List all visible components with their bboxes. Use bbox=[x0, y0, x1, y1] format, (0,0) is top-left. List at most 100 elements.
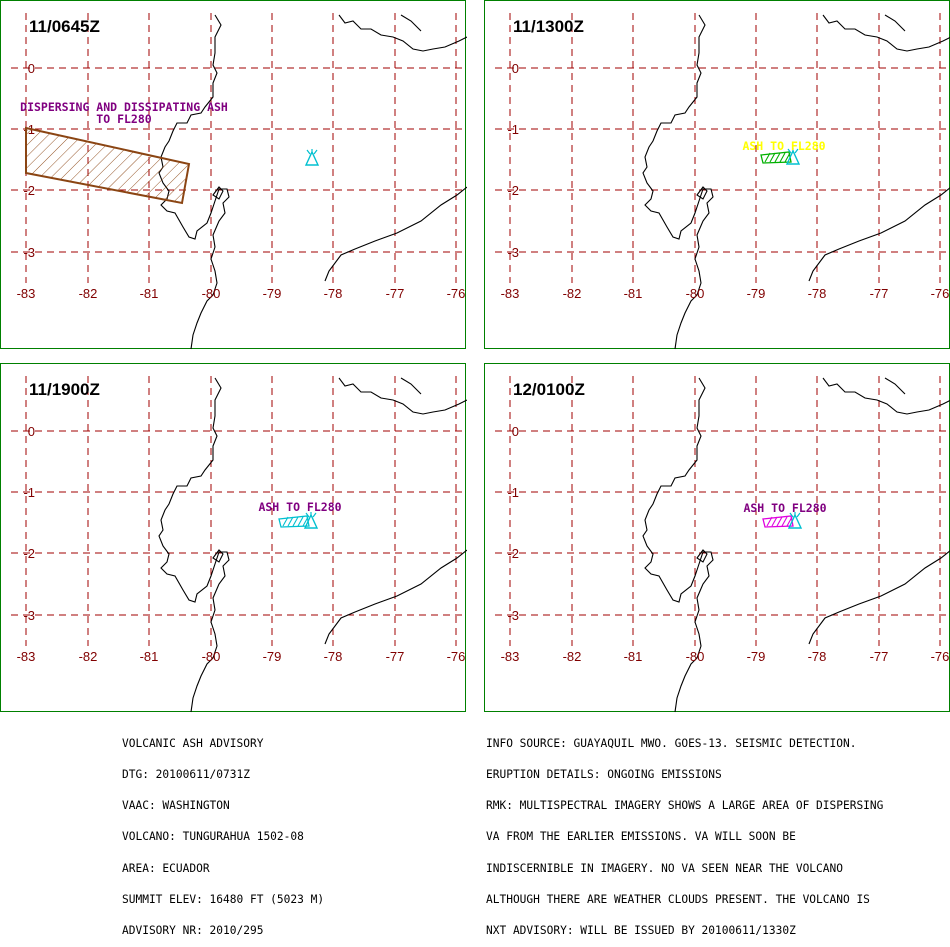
ash-hatch-line bbox=[764, 152, 771, 163]
advisory-left-line: ADVISORY NR: 2010/295 bbox=[122, 924, 264, 938]
lat-label: -3 bbox=[507, 608, 519, 623]
lat-lon-grid bbox=[495, 13, 950, 283]
lon-label: -77 bbox=[870, 649, 889, 664]
volcano-plume-icon bbox=[305, 512, 317, 518]
panel-time-label: 12/0100Z bbox=[513, 380, 585, 399]
lon-label: -82 bbox=[563, 286, 582, 301]
volcano-plume-icon bbox=[787, 148, 799, 154]
ash-annotation: DISPERSING AND DISSIPATING ASH bbox=[20, 100, 228, 114]
coastline-path bbox=[884, 377, 906, 395]
ash-hatch-line bbox=[287, 516, 294, 527]
ash-cloud-polygon bbox=[25, 126, 191, 205]
coastline-path bbox=[338, 14, 467, 52]
lon-label: -82 bbox=[79, 649, 98, 664]
coastline bbox=[158, 14, 467, 350]
lon-label: -77 bbox=[870, 286, 889, 301]
lat-label: -2 bbox=[23, 183, 35, 198]
coastline-path bbox=[822, 14, 950, 52]
advisory-left-line: VAAC: WASHINGTON bbox=[122, 799, 230, 813]
volcano-plume-icon bbox=[789, 512, 801, 518]
lon-label: -81 bbox=[624, 286, 643, 301]
ash-cloud-area bbox=[278, 515, 310, 528]
lat-label: 0 bbox=[28, 61, 35, 76]
map-svg-2: 0 -1 -2 -3 -83 -82 -81 -80 -79 -78 -77 -76 ASH TO FL… bbox=[495, 13, 950, 350]
ash-hatch-line bbox=[784, 152, 791, 163]
ash-annotation: ASH TO FL280 bbox=[258, 500, 341, 514]
volcano-icon bbox=[303, 513, 319, 529]
lon-label: -77 bbox=[386, 649, 405, 664]
advisory-left-line: VOLCANIC ASH ADVISORY bbox=[122, 736, 264, 750]
ash-annotation: ASH TO FL280 bbox=[743, 501, 826, 515]
coastline-path bbox=[822, 377, 950, 415]
ash-hatch-line bbox=[786, 516, 793, 527]
map-panel-4: 0 -1 -2 -3 -83 -82 -81 -80 -79 -78 -77 -76 ASH TO FL… bbox=[484, 363, 950, 713]
coastline-path bbox=[642, 377, 714, 713]
lon-label: -83 bbox=[501, 649, 520, 664]
advisory-left-line: AREA: ECUADOR bbox=[122, 861, 210, 875]
map-svg-1: 0-1-2-3-83-82-81-80-79-78-77-76DISPERSIN… bbox=[11, 13, 467, 350]
panel-time-label: 11/0645Z bbox=[29, 17, 100, 36]
advisory-left: VOLCANIC ASH ADVISORY DTG: 20100611/0731… bbox=[122, 718, 324, 947]
coastline-path bbox=[808, 187, 950, 282]
advisory-left-line: SUMMIT ELEV: 16480 FT (5023 M) bbox=[122, 892, 325, 906]
volcano-plume-icon bbox=[306, 149, 318, 155]
advisory-right-line: INDISCERNIBLE IN IMAGERY. NO VA SEEN NEA… bbox=[486, 861, 843, 875]
coastline-path bbox=[696, 186, 708, 200]
ash-hatch-line bbox=[292, 516, 299, 527]
coastline-path bbox=[808, 550, 950, 645]
ash-hatch-line bbox=[302, 516, 309, 527]
lon-label: -83 bbox=[17, 286, 36, 301]
lon-label: -79 bbox=[747, 286, 766, 301]
advisory-right-line: ALTHOUGH THERE ARE WEATHER CLOUDS PRESEN… bbox=[486, 892, 870, 906]
coastline-path bbox=[212, 549, 224, 563]
ash-hatch-line bbox=[774, 152, 781, 163]
lat-label: -2 bbox=[507, 183, 519, 198]
coastline-path bbox=[642, 14, 714, 350]
lon-label: -83 bbox=[17, 649, 36, 664]
lon-label: -78 bbox=[808, 286, 827, 301]
ash-hatch-line bbox=[779, 152, 786, 163]
ash-hatch-line bbox=[781, 516, 788, 527]
lon-label: -81 bbox=[140, 286, 159, 301]
ash-cloud-area bbox=[762, 515, 794, 528]
lat-label: -1 bbox=[507, 485, 519, 500]
ash-hatch-line bbox=[282, 516, 289, 527]
coastline bbox=[158, 377, 467, 713]
advisory-right-line: NXT ADVISORY: WILL BE ISSUED BY 20100611… bbox=[486, 924, 796, 938]
lon-label: -82 bbox=[79, 286, 98, 301]
lon-label: -80 bbox=[686, 286, 705, 301]
volcano-icon bbox=[785, 149, 801, 165]
ash-annotation: ASH TO FL280 bbox=[742, 139, 825, 153]
volcano-icon bbox=[304, 150, 320, 166]
lat-lon-grid bbox=[495, 376, 950, 646]
lon-label: -82 bbox=[563, 649, 582, 664]
lon-label: -79 bbox=[747, 649, 766, 664]
lon-label: -81 bbox=[140, 649, 159, 664]
lon-label: -76 bbox=[447, 649, 466, 664]
map-svg-4: 0 -1 -2 -3 -83 -82 -81 -80 -79 -78 -77 -76 ASH TO FL… bbox=[495, 376, 950, 713]
coastline-path bbox=[400, 14, 422, 32]
ash-hatch-line bbox=[776, 516, 783, 527]
panel-time-label: 11/1300Z bbox=[513, 17, 584, 36]
lon-label: -79 bbox=[263, 286, 282, 301]
advisory-left-line: VOLCANO: TUNGURAHUA 1502-08 bbox=[122, 830, 304, 844]
lon-label: -78 bbox=[324, 649, 343, 664]
coastline-path bbox=[884, 14, 906, 32]
lon-label: -77 bbox=[386, 286, 405, 301]
ash-hatch-line bbox=[771, 516, 778, 527]
coastline-path bbox=[400, 377, 422, 395]
coastline-path bbox=[696, 549, 708, 563]
coastline bbox=[642, 377, 950, 713]
lon-label: -80 bbox=[686, 649, 705, 664]
lat-label: -2 bbox=[23, 546, 35, 561]
lat-label: -1 bbox=[507, 122, 519, 137]
lon-label: -80 bbox=[202, 649, 221, 664]
advisory-right-line: VA FROM THE EARLIER EMISSIONS. VA WILL S… bbox=[486, 830, 796, 844]
ash-cloud-area bbox=[760, 151, 792, 164]
volcano-icon bbox=[787, 513, 803, 529]
coastline-path bbox=[158, 377, 230, 713]
map-panel-3: 0 -1 -2 -3 -83 -82 -81 -80 -79 -78 -77 -76 ASH TO FL… bbox=[0, 363, 467, 713]
lat-label: 0 bbox=[28, 424, 35, 439]
lat-label: -2 bbox=[507, 546, 519, 561]
coastline-path bbox=[212, 186, 224, 200]
